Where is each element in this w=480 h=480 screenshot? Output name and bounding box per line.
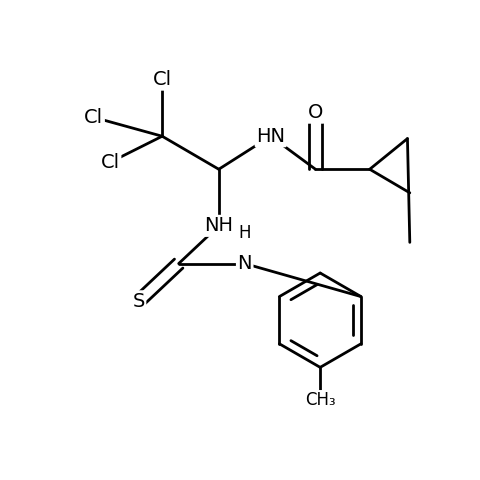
- Text: O: O: [308, 103, 323, 122]
- Text: NH: NH: [204, 216, 233, 235]
- Text: Cl: Cl: [84, 108, 103, 127]
- Text: Cl: Cl: [101, 153, 120, 172]
- Text: N: N: [238, 254, 252, 273]
- Text: HN: HN: [256, 127, 285, 146]
- Text: S: S: [132, 292, 145, 311]
- Text: Cl: Cl: [153, 70, 172, 89]
- Text: H: H: [239, 224, 251, 242]
- Text: CH₃: CH₃: [305, 391, 336, 409]
